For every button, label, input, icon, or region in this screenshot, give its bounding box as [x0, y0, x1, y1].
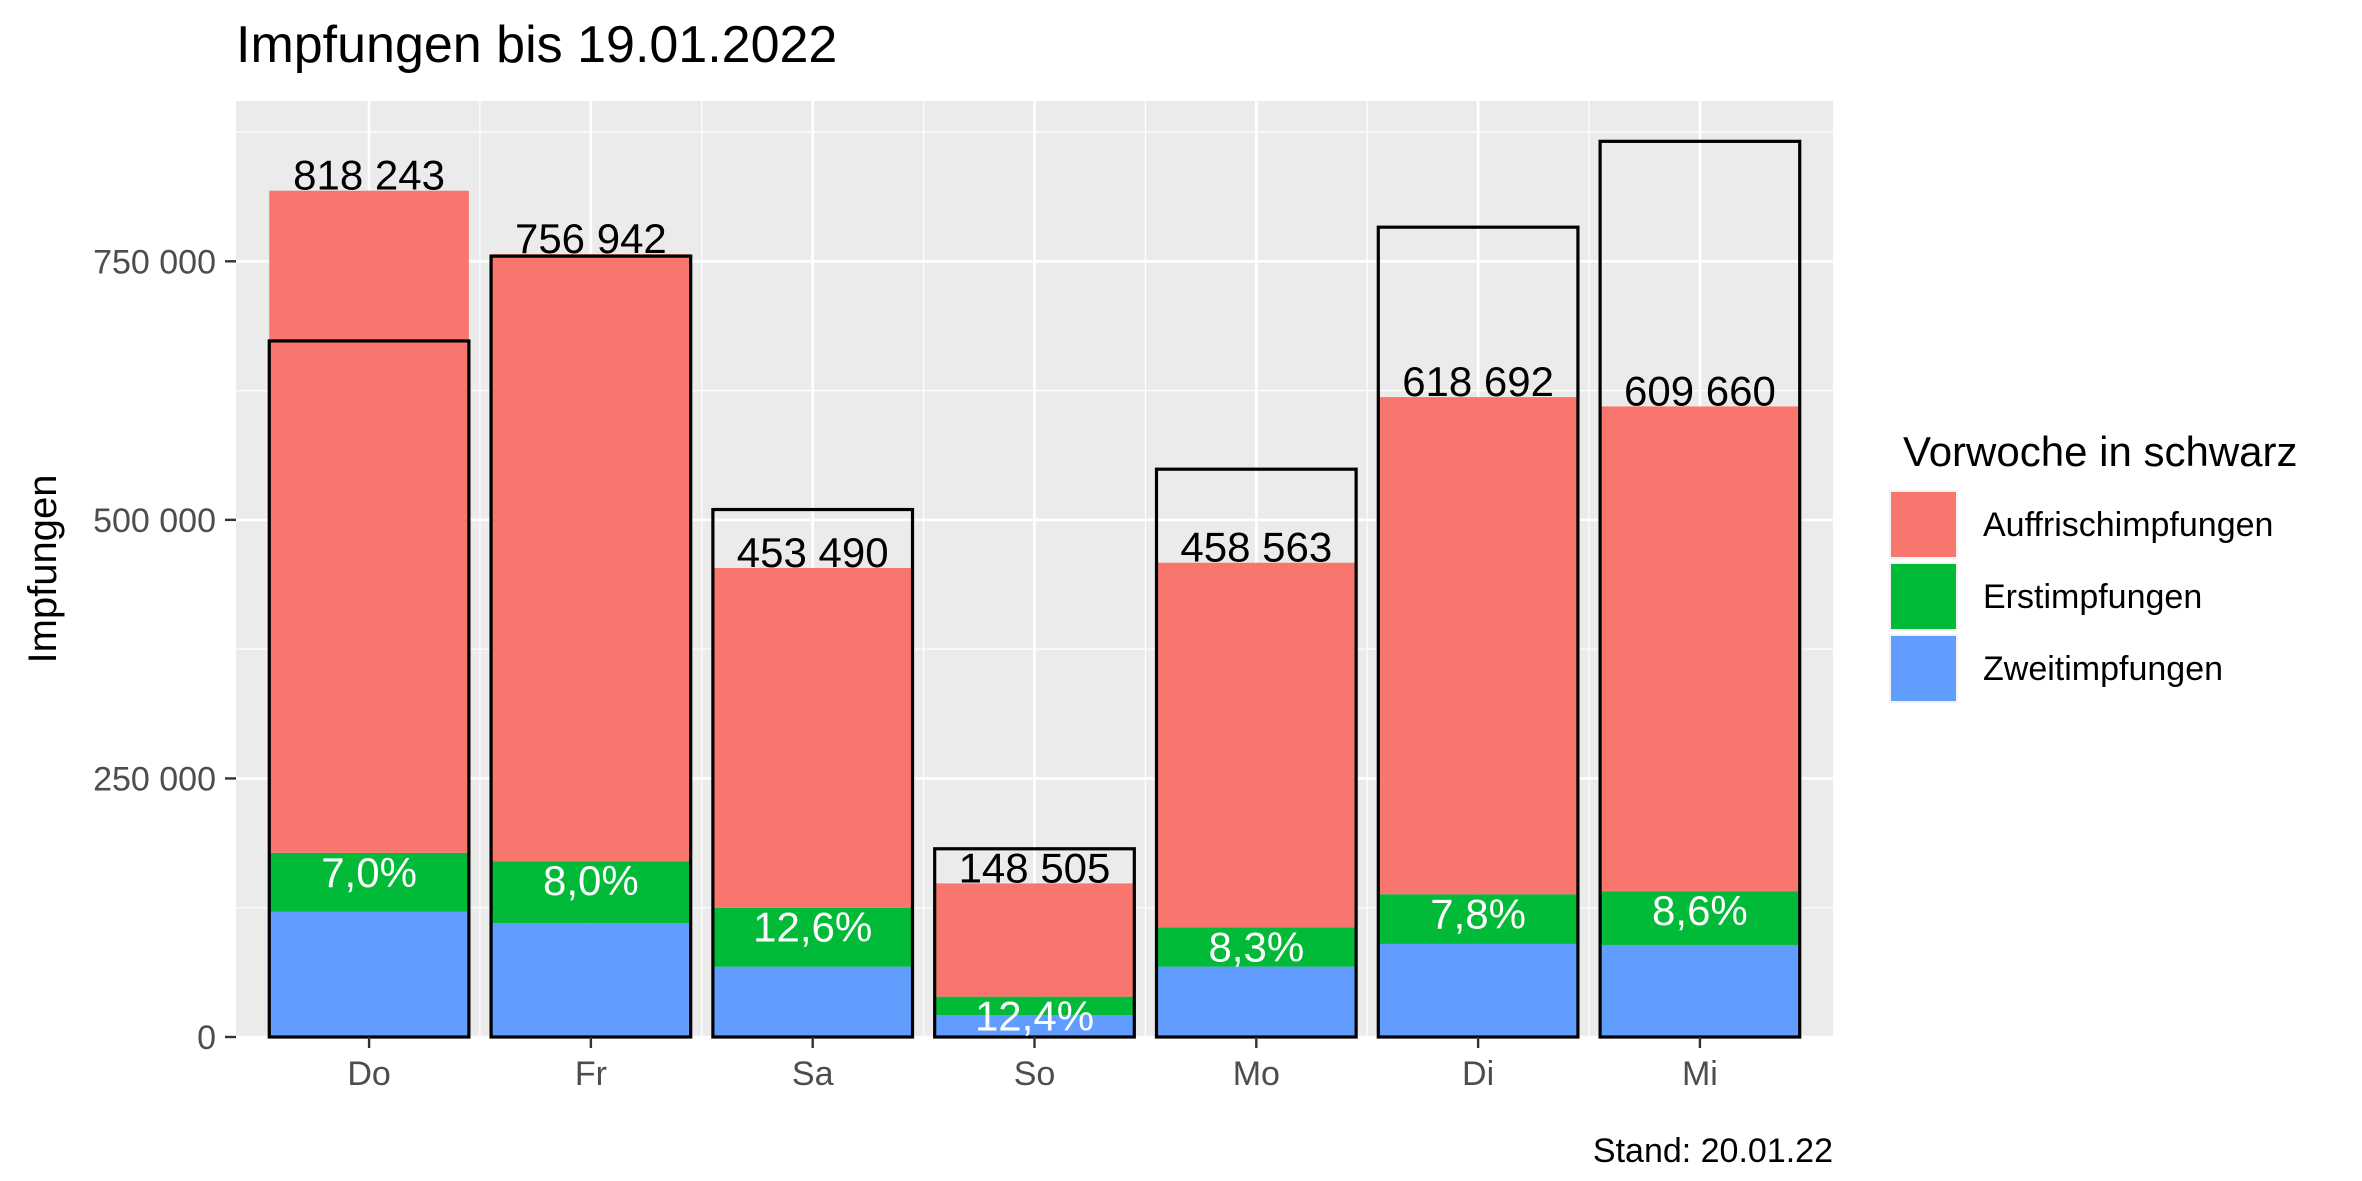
x-tick-label: Do [347, 1055, 390, 1093]
bars [269, 190, 1800, 1037]
erst-share-label-mo: 8,3% [1208, 923, 1304, 970]
x-tick-label: Fr [575, 1055, 607, 1093]
y-tick-label: 250 000 [93, 760, 216, 798]
caption: Stand: 20.01.22 [1593, 1132, 1833, 1170]
bar-zweitimpfungen-mo [1156, 966, 1357, 1037]
legend-title: Vorwoche in schwarz [1903, 428, 2298, 475]
x-tick-label: Mi [1682, 1055, 1718, 1093]
bar-auffrischimpfungen-fr [491, 254, 691, 862]
bar-erstimpfungen-mi [1600, 891, 1800, 945]
x-tick-label: So [1014, 1055, 1056, 1093]
bar-erstimpfungen-mo [1156, 927, 1357, 967]
legend-label-auffrischimpfungen: Auffrischimpfungen [1983, 506, 2273, 544]
bar-erstimpfungen-di [1378, 894, 1578, 944]
x-tick-label: Sa [792, 1055, 834, 1093]
bar-zweitimpfungen-do [269, 911, 469, 1037]
bar-erstimpfungen-fr [491, 861, 691, 924]
legend-label-erstimpfungen: Erstimpfungen [1983, 578, 2202, 616]
x-axis: Do Fr Sa So Mo Di Mi [347, 1037, 1718, 1093]
bar-auffrischimpfungen-do [269, 190, 469, 853]
erst-share-label-so: 12,4% [975, 993, 1094, 1040]
y-axis: 0 250 000 500 000 750 000 [93, 243, 236, 1057]
total-label-do: 818 243 [293, 152, 445, 199]
erst-share-label-sa: 12,6% [753, 904, 872, 951]
y-axis-title: Impfungen [21, 474, 65, 663]
total-label-mo: 458 563 [1180, 524, 1332, 571]
bar-auffrischimpfungen-di [1378, 397, 1578, 895]
bar-zweitimpfungen-so [934, 1015, 1135, 1037]
bar-erstimpfungen-sa [712, 907, 913, 967]
bar-zweitimpfungen-sa [712, 966, 913, 1037]
erst-share-label-fr: 8,0% [543, 857, 639, 904]
total-label-mi: 609 660 [1624, 367, 1776, 414]
legend-label-zweitimpfungen: Zweitimpfungen [1983, 650, 2223, 688]
y-tick-label: 500 000 [93, 502, 216, 540]
legend-swatch-erstimpfungen [1891, 564, 1956, 629]
total-label-sa: 453 490 [737, 529, 889, 576]
erst-share-label-di: 7,8% [1430, 890, 1526, 937]
bar-labels: 818 243 7,0% 756 942 8,0% 453 490 12,6% 148 50… [293, 152, 1776, 1040]
bar-zweitimpfungen-mi [1600, 944, 1800, 1037]
legend: Vorwoche in schwarz Auffrischimpfungen Er… [1889, 428, 2298, 703]
legend-swatch-auffrischimpfungen [1891, 492, 1956, 557]
total-label-di: 618 692 [1402, 358, 1554, 405]
x-tick-label: Di [1462, 1055, 1494, 1093]
x-tick-label: Mo [1233, 1055, 1280, 1093]
y-tick-label: 0 [197, 1019, 216, 1057]
bar-auffrischimpfungen-sa [712, 567, 913, 908]
bar-auffrischimpfungen-so [934, 883, 1135, 997]
bar-erstimpfungen-do [269, 852, 469, 912]
y-tick-label: 750 000 [93, 243, 216, 281]
bar-auffrischimpfungen-mi [1600, 406, 1800, 892]
erst-share-label-do: 7,0% [321, 849, 417, 896]
erst-share-label-mi: 8,6% [1652, 887, 1748, 934]
total-label-fr: 756 942 [515, 215, 667, 262]
bar-zweitimpfungen-di [1378, 943, 1578, 1037]
legend-swatch-zweitimpfungen [1891, 636, 1956, 701]
bar-zweitimpfungen-fr [491, 923, 691, 1037]
total-label-so: 148 505 [959, 844, 1111, 891]
chart-title: Impfungen bis 19.01.2022 [236, 16, 837, 74]
bar-erstimpfungen-so [934, 996, 1135, 1016]
bar-auffrischimpfungen-mo [1156, 562, 1357, 928]
